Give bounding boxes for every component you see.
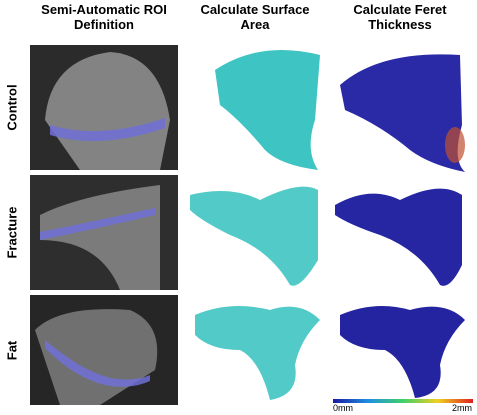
colorbar-max-label: 2mm bbox=[452, 403, 472, 413]
colorbar-min-label: 0mm bbox=[333, 403, 353, 413]
ct-images bbox=[30, 45, 178, 405]
column-header: Semi-Automatic ROI Definition bbox=[28, 2, 180, 32]
column-header: Calculate Surface Area bbox=[190, 2, 320, 32]
column-header: Calculate Feret Thickness bbox=[340, 2, 460, 32]
thickness-renders bbox=[335, 54, 465, 398]
panels bbox=[0, 0, 477, 415]
row-label: Fat bbox=[5, 311, 20, 391]
row-label: Fracture bbox=[5, 193, 20, 273]
surface-renders bbox=[190, 50, 320, 400]
row-label: Control bbox=[5, 68, 20, 148]
figure: Semi-Automatic ROI Definition Calculate … bbox=[0, 0, 477, 415]
